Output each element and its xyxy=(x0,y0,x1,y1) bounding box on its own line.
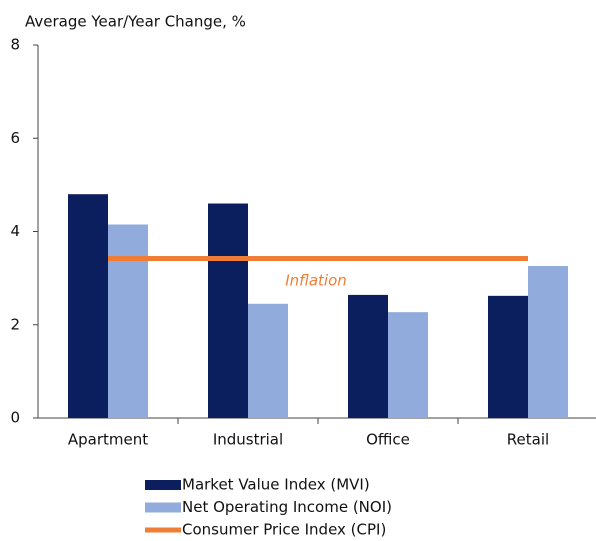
legend-label: Net Operating Income (NOI) xyxy=(182,498,392,516)
legend-label: Market Value Index (MVI) xyxy=(182,476,370,494)
bar xyxy=(208,203,248,418)
bar xyxy=(528,266,568,418)
bar xyxy=(248,303,288,418)
y-tick-label: 0 xyxy=(10,409,20,427)
x-tick-label: Retail xyxy=(507,431,549,449)
x-tick-label: Office xyxy=(366,431,410,449)
x-tick-label: Industrial xyxy=(213,431,283,449)
bar xyxy=(348,294,388,418)
y-axis-label: Average Year/Year Change, % xyxy=(25,13,246,31)
bar xyxy=(68,194,108,418)
annotation: Inflation xyxy=(285,272,347,290)
y-tick-label: 2 xyxy=(10,315,20,333)
y-tick-label: 8 xyxy=(10,36,20,54)
legend-label: Consumer Price Index (CPI) xyxy=(182,521,386,539)
y-tick-label: 4 xyxy=(10,222,20,240)
bar xyxy=(488,295,528,418)
legend-swatch xyxy=(145,527,181,533)
legend-swatch xyxy=(145,502,181,513)
x-tick-label: Apartment xyxy=(68,431,148,449)
y-tick-label: 6 xyxy=(10,129,20,147)
bar xyxy=(108,224,148,418)
bar xyxy=(388,312,428,418)
legend-swatch xyxy=(145,480,181,490)
